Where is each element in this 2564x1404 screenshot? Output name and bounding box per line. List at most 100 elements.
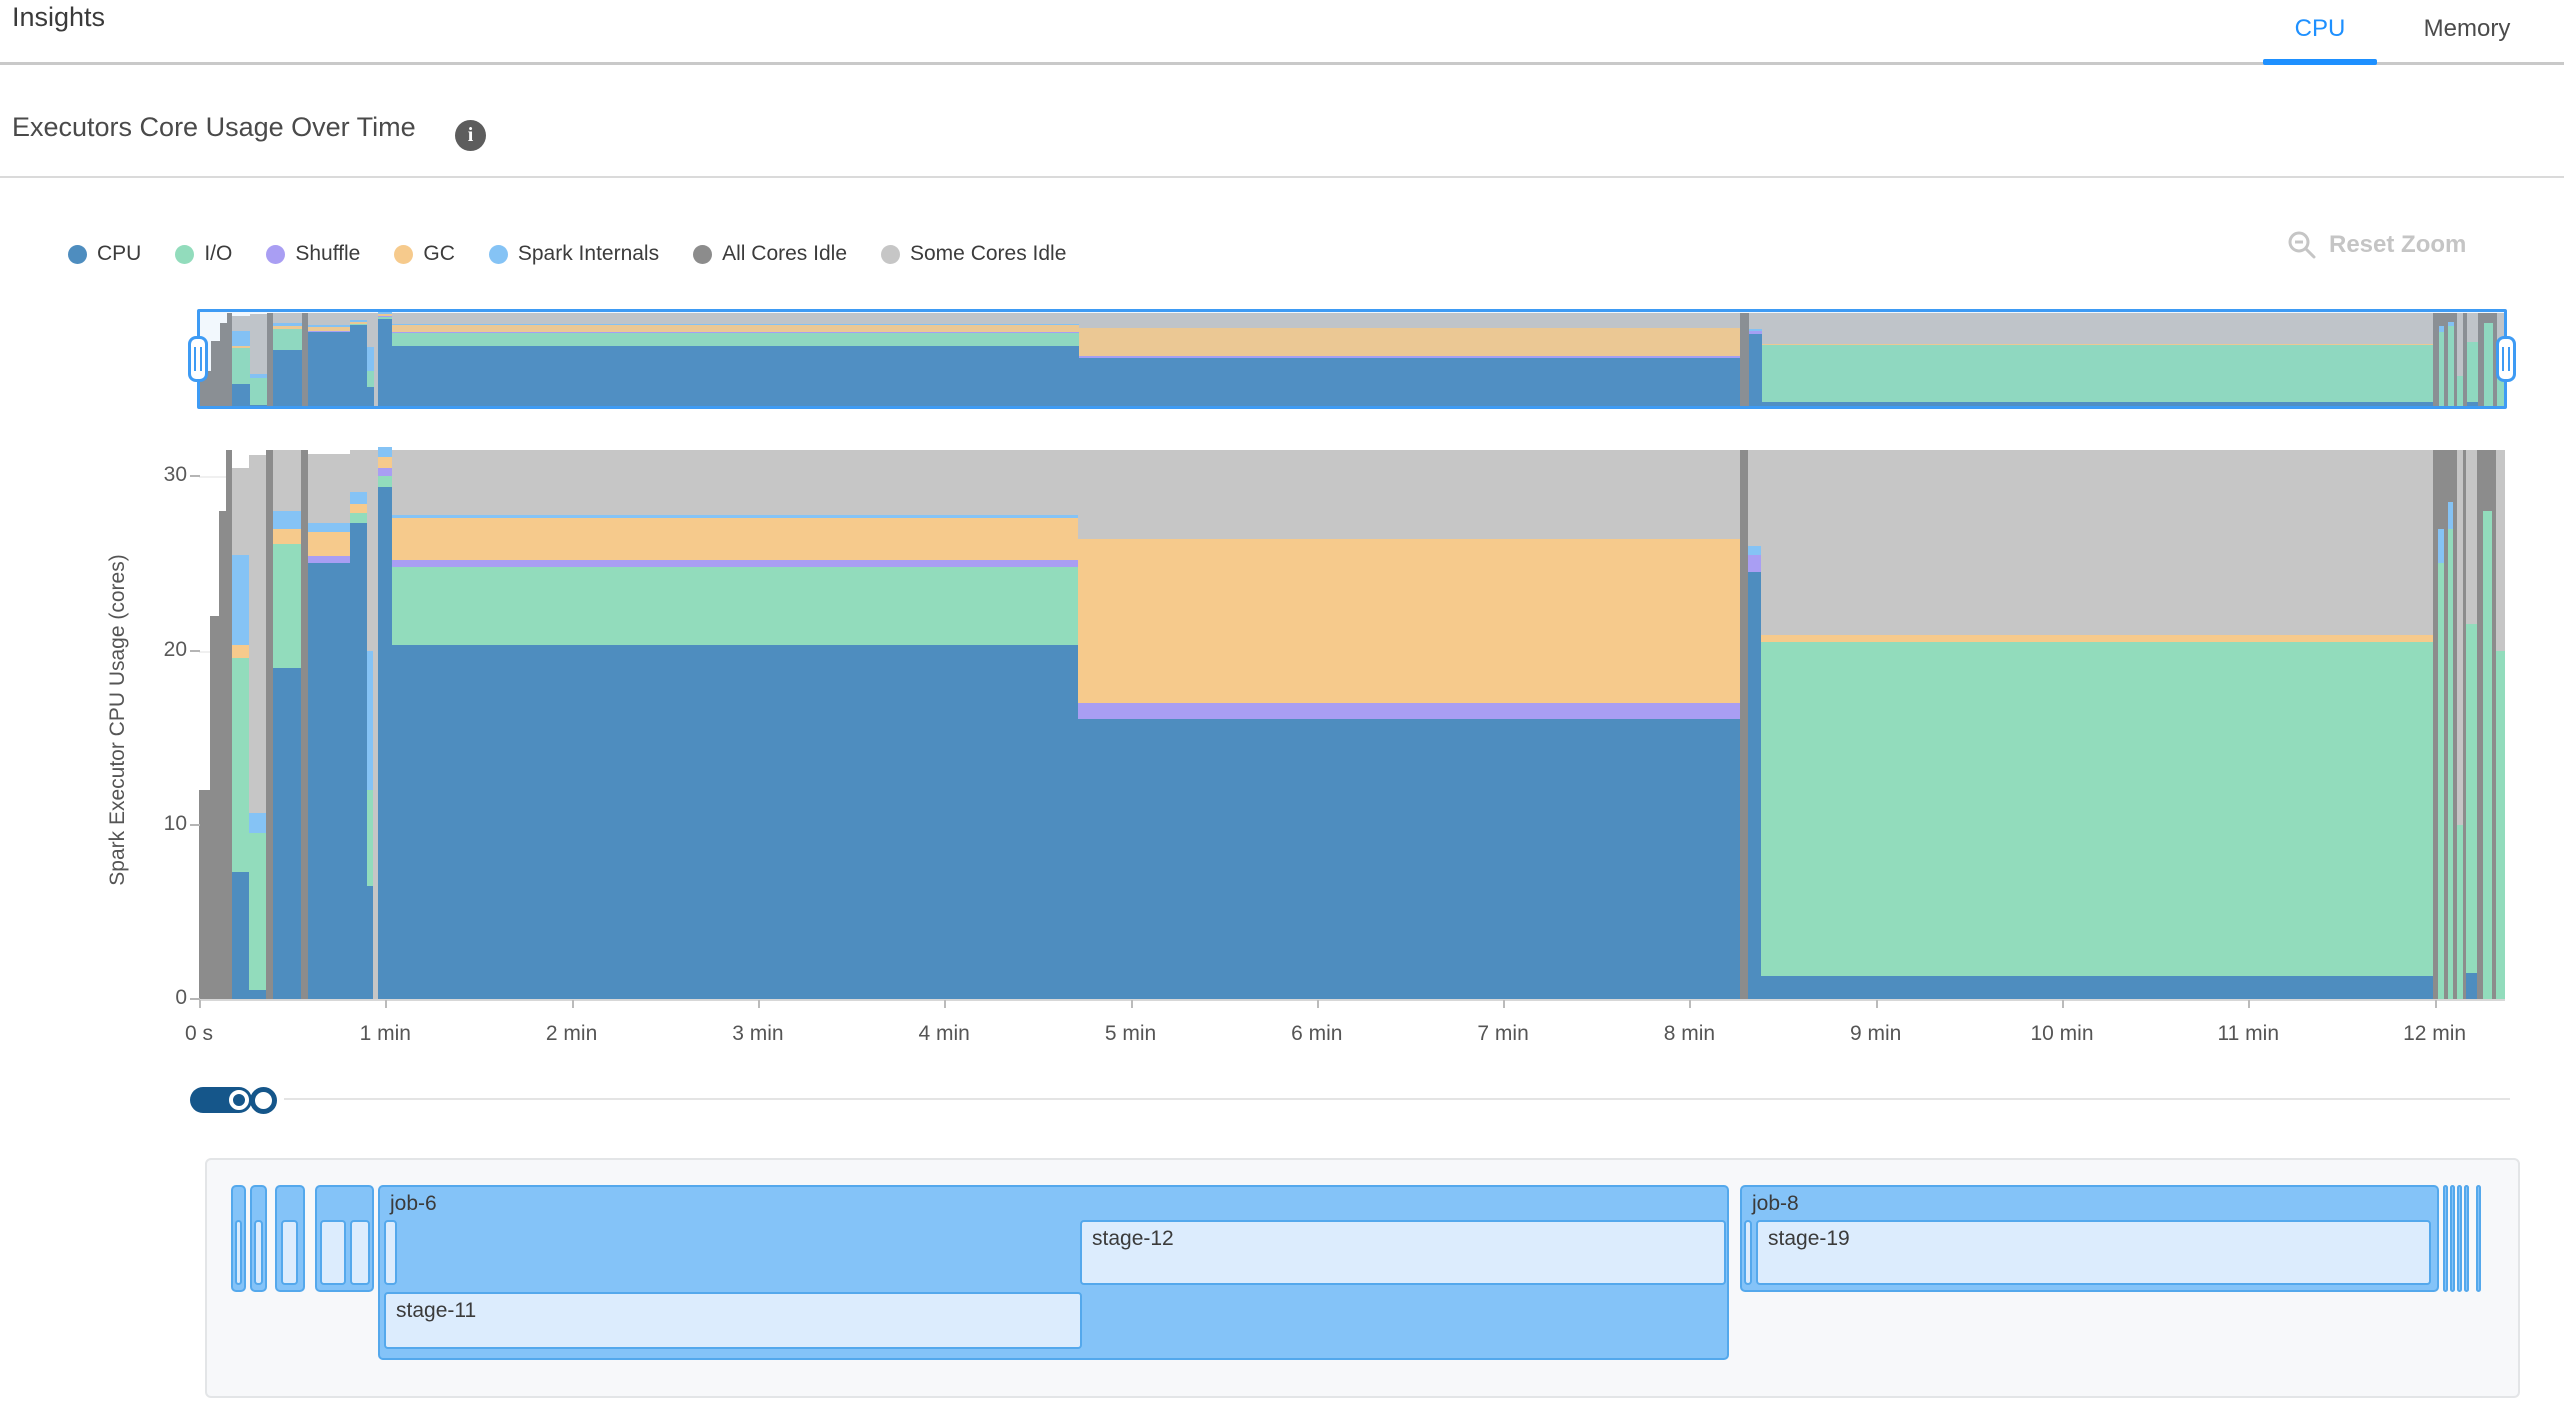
io-legend-dot — [175, 244, 195, 264]
area-segment-all_idle — [2477, 312, 2484, 406]
x-tick-label-4: 4 min — [918, 1022, 970, 1045]
x-tick-mark — [1130, 1000, 1133, 1008]
legend-item-io[interactable]: I/O — [175, 242, 232, 266]
x-tick-label-0: 0 s — [184, 1022, 213, 1045]
area-segment-cpu — [231, 871, 250, 999]
area-segment-io — [273, 328, 302, 350]
stage-bar[interactable] — [1744, 1220, 1752, 1285]
job-bar[interactable] — [2443, 1185, 2448, 1292]
area-segment-gc — [377, 457, 392, 468]
area-segment-all_idle — [2492, 312, 2497, 406]
legend-item-gc[interactable]: GC — [394, 242, 455, 266]
section-divider — [0, 176, 2564, 178]
main-area-chart[interactable] — [199, 445, 2505, 999]
stage-bar[interactable] — [350, 1220, 370, 1285]
area-segment-internals — [273, 323, 302, 327]
area-segment-cpu — [1748, 333, 1762, 406]
area-segment-io — [2483, 511, 2493, 999]
area-segment-all_idle — [219, 511, 226, 999]
y-tick-label-30: 30 — [163, 463, 187, 487]
area-segment-shuffle — [307, 556, 350, 564]
x-tick-label-6: 6 min — [1291, 1022, 1343, 1045]
area-segment-cpu — [272, 667, 302, 999]
header-divider — [0, 62, 2564, 65]
area-segment-some_idle — [249, 455, 267, 813]
area-segment-io — [249, 833, 267, 991]
area-segment-internals — [249, 374, 267, 378]
legend-item-all_idle[interactable]: All Cores Idle — [693, 242, 847, 266]
stage-bar[interactable] — [281, 1220, 298, 1285]
area-segment-some_idle — [391, 450, 1079, 515]
area-segment-internals — [1748, 329, 1762, 331]
area-segment-shuffle — [1078, 702, 1740, 719]
area-segment-io — [2496, 650, 2505, 999]
area-segment-internals — [378, 312, 393, 315]
info-icon[interactable]: i — [455, 120, 486, 151]
legend-label: CPU — [97, 242, 142, 265]
area-segment-gc — [350, 322, 368, 324]
area-segment-gc — [1078, 539, 1740, 703]
legend-label: All Cores Idle — [722, 242, 847, 265]
area-segment-internals — [392, 323, 1079, 325]
stage-bar-stage-12[interactable]: stage-12 — [1080, 1220, 1726, 1285]
brush-handle-right[interactable] — [2496, 336, 2516, 382]
x-tick-label-8: 8 min — [1663, 1022, 1716, 1045]
legend-item-cpu[interactable]: CPU — [68, 242, 141, 266]
y-tick-label-10: 10 — [163, 811, 187, 835]
legend-label: GC — [423, 242, 455, 265]
area-segment-some_idle — [392, 312, 1079, 324]
area-segment-cpu — [2466, 972, 2478, 999]
toggle-divider — [284, 1098, 2510, 1100]
area-segment-io — [366, 789, 374, 886]
area-segment-io — [2438, 332, 2445, 406]
stage-bar[interactable] — [254, 1220, 263, 1285]
area-segment-internals — [377, 446, 392, 458]
area-segment-some_idle — [373, 450, 378, 999]
stage-bar[interactable] — [320, 1220, 346, 1285]
stage-bar-stage-19[interactable]: stage-19 — [1756, 1220, 2431, 1285]
area-segment-shuffle — [1748, 554, 1762, 573]
area-segment-shuffle — [1078, 355, 1741, 359]
toggle-knob — [229, 1090, 249, 1110]
job-bar[interactable] — [2464, 1185, 2469, 1292]
area-segment-all_idle — [199, 789, 211, 999]
chart-toggle[interactable] — [190, 1087, 252, 1113]
x-axis-baseline — [199, 999, 2505, 1001]
time-range-brush[interactable] — [188, 309, 2516, 409]
job-bar[interactable] — [2450, 1185, 2455, 1292]
area-segment-gc — [308, 326, 351, 331]
legend-item-internals[interactable]: Spark Internals — [488, 242, 659, 266]
area-segment-all_idle — [2433, 312, 2439, 406]
job-bar[interactable] — [2476, 1185, 2481, 1292]
area-segment-all_idle — [2483, 450, 2493, 512]
x-tick-label-7: 7 min — [1477, 1022, 1529, 1045]
area-segment-internals — [2447, 502, 2454, 529]
brush-handle-left[interactable] — [188, 336, 208, 382]
area-segment-some_idle — [2456, 450, 2463, 825]
legend-item-shuffle[interactable]: Shuffle — [266, 242, 360, 266]
stage-bar-stage-11[interactable]: stage-11 — [384, 1292, 1082, 1349]
area-segment-internals — [2438, 528, 2444, 564]
tab-cpu[interactable]: CPU — [2294, 15, 2346, 42]
area-segment-some_idle — [1748, 450, 1762, 547]
area-segment-all_idle — [2492, 450, 2497, 999]
area-segment-io — [2448, 326, 2454, 406]
stage-bar[interactable] — [235, 1220, 242, 1285]
toggle-ring-icon[interactable] — [250, 1087, 277, 1114]
area-segment-cpu — [249, 990, 267, 999]
tab-memory[interactable]: Memory — [2423, 15, 2511, 42]
area-segment-io — [272, 544, 302, 668]
y-tick-label-0: 0 — [175, 986, 187, 1009]
legend-item-some_idle[interactable]: Some Cores Idle — [881, 242, 1066, 266]
reset-zoom-button[interactable]: Reset Zoom — [2287, 230, 2466, 260]
area-segment-all_idle — [2438, 312, 2445, 327]
area-segment-all_idle — [210, 340, 220, 406]
zoom-out-icon — [2288, 231, 2316, 259]
area-segment-io — [2466, 342, 2478, 402]
area-segment-io — [2483, 323, 2493, 406]
area-segment-io — [1761, 345, 2434, 403]
area-segment-gc — [273, 326, 302, 329]
area-segment-internals — [307, 523, 350, 533]
stage-bar[interactable] — [384, 1220, 397, 1285]
job-bar[interactable] — [2457, 1185, 2462, 1292]
